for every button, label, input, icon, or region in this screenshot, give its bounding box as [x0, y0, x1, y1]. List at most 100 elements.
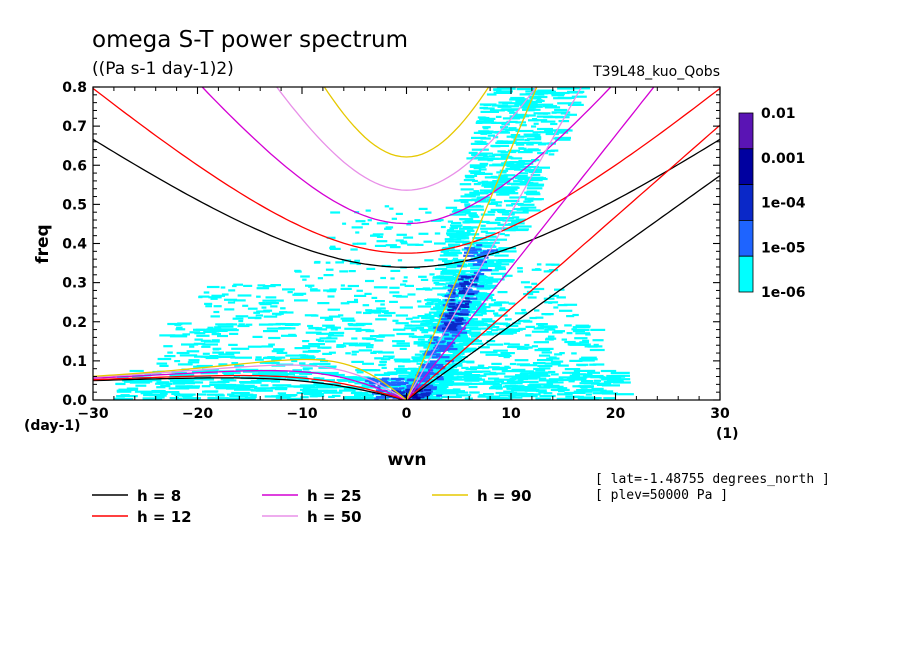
heat-cell: [546, 115, 564, 118]
heat-cell: [531, 330, 549, 333]
heat-cell: [447, 229, 454, 232]
heat-cell: [557, 387, 568, 390]
heat-cell: [494, 131, 510, 134]
heat-cell: [362, 362, 374, 365]
heat-cell: [423, 346, 429, 349]
heat-cell: [519, 180, 531, 183]
heat-cell: [557, 304, 568, 307]
heat-cell: [317, 346, 332, 349]
heat-cell: [449, 391, 469, 394]
heat-cell: [435, 304, 441, 307]
heat-cell: [402, 280, 408, 283]
heat-cell: [575, 328, 590, 332]
heat-cell: [458, 321, 469, 325]
heat-cell: [256, 310, 270, 313]
heat-cell: [455, 355, 468, 359]
heat-cell: [480, 332, 488, 336]
heat-cell: [543, 384, 560, 387]
heat-cell: [463, 179, 476, 182]
heat-cell: [492, 176, 508, 179]
heat-cell: [142, 397, 163, 400]
heat-cell: [533, 367, 540, 371]
heat-cell: [390, 371, 409, 374]
heat-cell: [487, 249, 498, 252]
heat-cell: [470, 171, 485, 174]
heat-cell: [438, 377, 456, 381]
heat-cell: [406, 324, 413, 327]
heat-cell: [479, 269, 492, 272]
heat-cell: [400, 242, 408, 245]
heat-cell: [461, 338, 476, 341]
heat-cell: [523, 115, 529, 118]
heat-cell: [327, 334, 344, 337]
heat-cell: [461, 276, 468, 279]
heat-cell: [539, 367, 551, 370]
heat-cell: [340, 287, 352, 290]
heat-cell: [273, 348, 285, 351]
heat-cell: [465, 378, 486, 381]
heat-cell: [422, 375, 431, 378]
heat-cell: [485, 353, 500, 356]
heat-cell: [182, 378, 191, 381]
heat-cell: [511, 345, 522, 349]
heat-cell: [504, 234, 510, 237]
heat-cell: [243, 284, 253, 287]
heat-cell: [417, 315, 429, 318]
heat-cell: [527, 296, 537, 299]
heat-cell: [451, 319, 457, 323]
heat-cell: [434, 397, 443, 400]
x-tick-label: 30: [710, 406, 730, 422]
heat-cell: [423, 240, 432, 243]
heat-cell: [445, 376, 459, 379]
heat-cell: [476, 244, 483, 247]
heat-cell: [217, 355, 235, 358]
heat-cell: [380, 303, 385, 306]
heat-cell: [537, 112, 548, 115]
heat-cell: [457, 264, 475, 267]
heat-cell: [503, 161, 519, 164]
heat-cell: [549, 356, 557, 359]
heat-cell: [534, 349, 551, 352]
heat-cell: [459, 240, 470, 243]
heat-cell: [236, 385, 258, 389]
heat-cell: [564, 113, 577, 116]
heat-cell: [381, 366, 387, 369]
heat-cell: [237, 294, 252, 297]
heat-cell: [494, 267, 503, 270]
heat-cell: [461, 309, 469, 312]
heat-cell: [305, 331, 322, 334]
heat-cell: [281, 323, 294, 326]
heat-cell: [496, 87, 516, 90]
heat-cell: [389, 291, 400, 294]
heat-cell: [451, 322, 460, 326]
heat-cell: [499, 331, 517, 334]
heat-cell: [520, 196, 527, 199]
heat-cell: [506, 380, 523, 383]
heat-cell: [194, 338, 203, 341]
heat-cell: [343, 342, 358, 345]
heat-cell: [392, 340, 405, 343]
y-tick-label: 0.6: [62, 158, 87, 174]
heat-cell: [355, 231, 360, 234]
heat-cell: [531, 268, 542, 271]
heat-cell: [469, 295, 474, 298]
heat-cell: [421, 320, 431, 323]
heat-cell: [403, 236, 414, 239]
heat-cell: [366, 267, 376, 270]
colorbar-label: 1e-06: [761, 285, 806, 301]
heat-cell: [158, 382, 172, 385]
heat-cell: [369, 369, 381, 372]
heat-cell: [488, 366, 500, 369]
heat-cell: [374, 244, 387, 247]
heat-cell: [550, 360, 564, 363]
heat-cell: [612, 381, 631, 384]
heat-cell: [459, 326, 479, 329]
heat-cell: [375, 389, 382, 392]
heat-cell: [408, 360, 418, 363]
heat-cell: [404, 284, 414, 287]
heat-cell: [483, 103, 491, 107]
heat-cell: [322, 324, 335, 327]
heat-cell: [418, 275, 427, 278]
heat-cell: [479, 244, 496, 247]
heat-cell: [252, 373, 260, 376]
